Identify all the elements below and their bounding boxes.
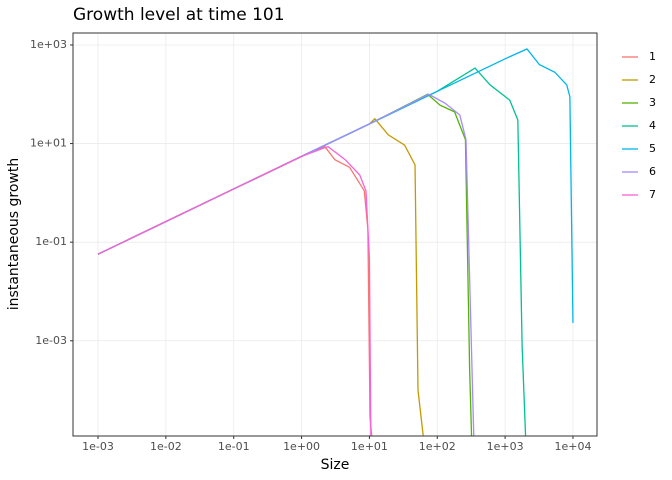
x-axis-title: Size <box>321 457 350 473</box>
legend-text: 5 <box>649 142 656 155</box>
x-tick-label: 1e-03 <box>82 440 114 453</box>
y-tick-label: 1e-01 <box>35 235 67 248</box>
y-tick-label: 1e+03 <box>30 38 67 51</box>
panel-border <box>72 32 598 437</box>
chart-title: Growth level at time 101 <box>73 5 285 25</box>
legend-text: 3 <box>649 96 656 109</box>
legend-text: 1 <box>649 50 656 63</box>
x-tick-label: 1e+02 <box>419 440 456 453</box>
legend-text: 2 <box>649 73 656 86</box>
y-axis-title: instantaneous growth <box>6 158 22 310</box>
y-tick-label: 1e+01 <box>30 137 67 150</box>
series-line <box>97 145 372 436</box>
x-tick-label: 1e+04 <box>554 440 591 453</box>
legend-text: 4 <box>649 119 656 132</box>
x-tick-label: 1e+01 <box>351 440 388 453</box>
x-tick-label: 1e+03 <box>487 440 524 453</box>
legend-text: 6 <box>649 165 656 178</box>
legend-text: 7 <box>649 188 656 201</box>
x-tick-label: 1e+00 <box>283 440 320 453</box>
x-tick-label: 1e-02 <box>150 440 182 453</box>
panel <box>73 33 597 436</box>
y-tick-label: 1e-03 <box>35 334 67 347</box>
x-tick-label: 1e-01 <box>218 440 250 453</box>
